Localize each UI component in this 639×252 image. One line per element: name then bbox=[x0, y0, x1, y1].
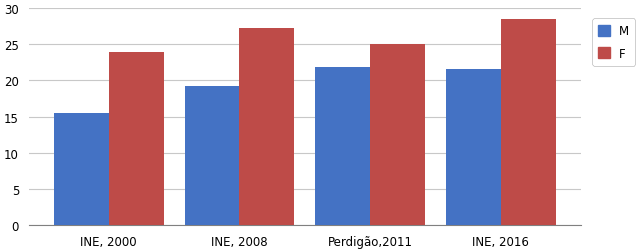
Bar bbox=[370, 45, 425, 225]
Bar bbox=[240, 29, 295, 225]
Bar bbox=[54, 114, 109, 225]
Bar bbox=[446, 70, 501, 225]
Bar bbox=[501, 20, 556, 225]
Bar bbox=[109, 53, 164, 225]
Bar bbox=[185, 87, 240, 225]
Bar bbox=[315, 68, 370, 225]
Legend: M, F: M, F bbox=[592, 19, 635, 66]
